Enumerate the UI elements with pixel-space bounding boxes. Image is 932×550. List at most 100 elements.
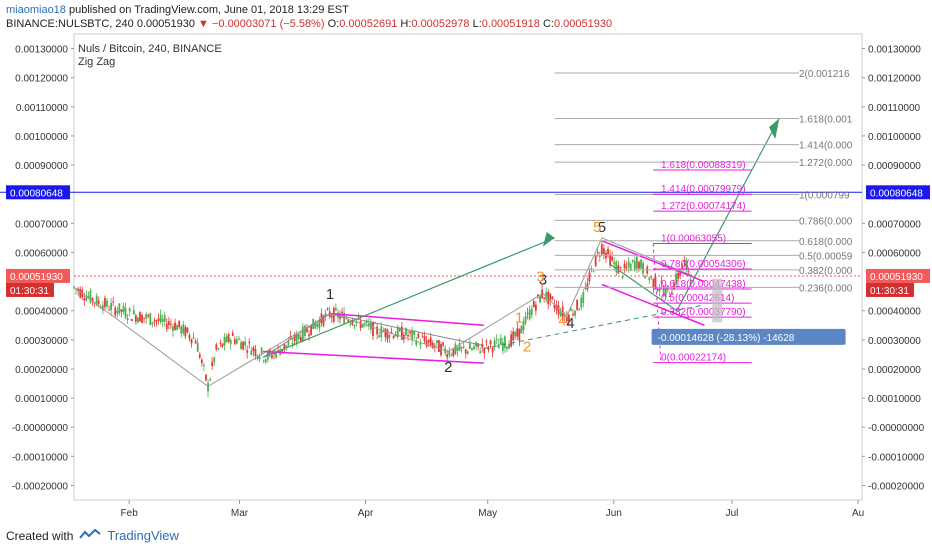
- candle-body: [625, 266, 628, 269]
- candle-body: [190, 338, 193, 344]
- candle-body: [530, 308, 533, 315]
- candle-body: [347, 320, 350, 322]
- candle-body: [361, 324, 364, 328]
- candle-body: [367, 323, 370, 326]
- blue-level-label-bg: [6, 185, 70, 200]
- candle-body: [359, 320, 362, 328]
- fib-pink-label: 0.618(0.00047438): [661, 279, 746, 290]
- candle-body: [258, 356, 261, 360]
- author-link[interactable]: miaomiao18: [6, 4, 66, 16]
- candle-body: [456, 347, 459, 351]
- candle-body: [578, 309, 581, 311]
- candle-body: [516, 328, 519, 337]
- candle-body: [104, 298, 106, 308]
- fib-pink-label: 1(0.00063055): [661, 234, 726, 245]
- candle-body: [553, 304, 556, 309]
- candle-body: [421, 336, 424, 338]
- y-tick-left: 0.00090000: [15, 161, 68, 172]
- candle-body: [376, 326, 379, 335]
- candle-body: [382, 331, 385, 333]
- candle-body: [473, 346, 475, 350]
- candle-body: [250, 350, 253, 355]
- candle-body: [326, 308, 329, 310]
- candle-body: [458, 343, 461, 351]
- candle-body: [97, 300, 100, 304]
- candle-body: [607, 248, 609, 254]
- tradingview-brand[interactable]: TradingView: [107, 528, 179, 543]
- candle-body: [526, 312, 529, 314]
- candle-body: [295, 333, 298, 344]
- candle-body: [118, 303, 121, 314]
- candles-group: [73, 241, 692, 398]
- candle-body: [223, 337, 226, 346]
- candle-body: [308, 334, 310, 337]
- candle-body: [304, 325, 306, 336]
- candle-body: [95, 295, 98, 306]
- candle-body: [225, 336, 228, 343]
- candle-body: [528, 309, 531, 320]
- y-tick-right: 0.00090000: [868, 161, 921, 172]
- candle-body: [631, 259, 634, 262]
- candle-body: [586, 283, 589, 290]
- candle-body: [91, 298, 94, 302]
- candle-body: [425, 341, 428, 347]
- fib-pink-trend: [652, 243, 662, 364]
- candle-body: [582, 292, 585, 303]
- candle-body: [471, 348, 473, 351]
- candle-body: [559, 312, 562, 317]
- last-price: 0.00051930: [136, 18, 195, 30]
- candle-body: [567, 314, 570, 322]
- y-tick-left: 0.00020000: [15, 365, 68, 376]
- candle-body: [275, 352, 277, 358]
- candle-body: [576, 299, 579, 310]
- candle-body: [196, 342, 199, 352]
- candle-body: [668, 296, 671, 298]
- wave-label: 3: [539, 271, 547, 288]
- candle-body: [215, 344, 218, 350]
- candle-body: [87, 295, 90, 298]
- candle-body: [446, 354, 449, 358]
- candle-body: [213, 357, 216, 362]
- candle-body: [198, 354, 201, 358]
- fib-gray-label: 2(0.001216: [799, 69, 850, 80]
- candle-body: [598, 256, 601, 258]
- candle-body: [642, 263, 644, 274]
- tradingview-logo-icon[interactable]: [79, 528, 101, 543]
- candle-body: [501, 342, 504, 351]
- candle-body: [178, 320, 181, 328]
- candle-body: [666, 285, 669, 288]
- candle-body: [188, 335, 191, 339]
- candle-body: [314, 323, 317, 329]
- candle-body: [662, 289, 665, 297]
- candle-body: [351, 321, 354, 325]
- measure-range: [712, 278, 723, 323]
- ohlc-line: BINANCE:NULSBTC, 240 0.00051930 ▼ −0.000…: [6, 18, 612, 30]
- candle-body: [687, 270, 690, 272]
- candle-body: [283, 343, 286, 350]
- countdown-label-right-bg: [866, 282, 914, 297]
- countdown-label: 01:30:31: [10, 286, 49, 297]
- candle-body: [411, 330, 414, 340]
- current-price-label-right-bg: [866, 268, 930, 283]
- candle-body: [636, 256, 638, 269]
- close-label: C:: [542, 18, 554, 30]
- candle-body: [157, 318, 160, 321]
- candle-body: [650, 276, 653, 278]
- candle-body: [400, 326, 403, 340]
- x-tick-label: Au: [852, 508, 864, 519]
- candle-body: [120, 309, 123, 312]
- candle-body: [565, 316, 568, 322]
- candle-body: [233, 339, 236, 344]
- candle-body: [281, 349, 284, 352]
- candle-body: [114, 307, 117, 316]
- candle-body: [658, 289, 661, 291]
- candle-body: [334, 307, 337, 311]
- x-tick-label: May: [478, 508, 497, 519]
- channel2-lower-line: [601, 283, 705, 326]
- candle-body: [155, 319, 158, 322]
- candle-body: [464, 349, 467, 354]
- candle-body: [603, 248, 605, 254]
- candle-body: [192, 337, 195, 339]
- candle-body: [512, 331, 515, 341]
